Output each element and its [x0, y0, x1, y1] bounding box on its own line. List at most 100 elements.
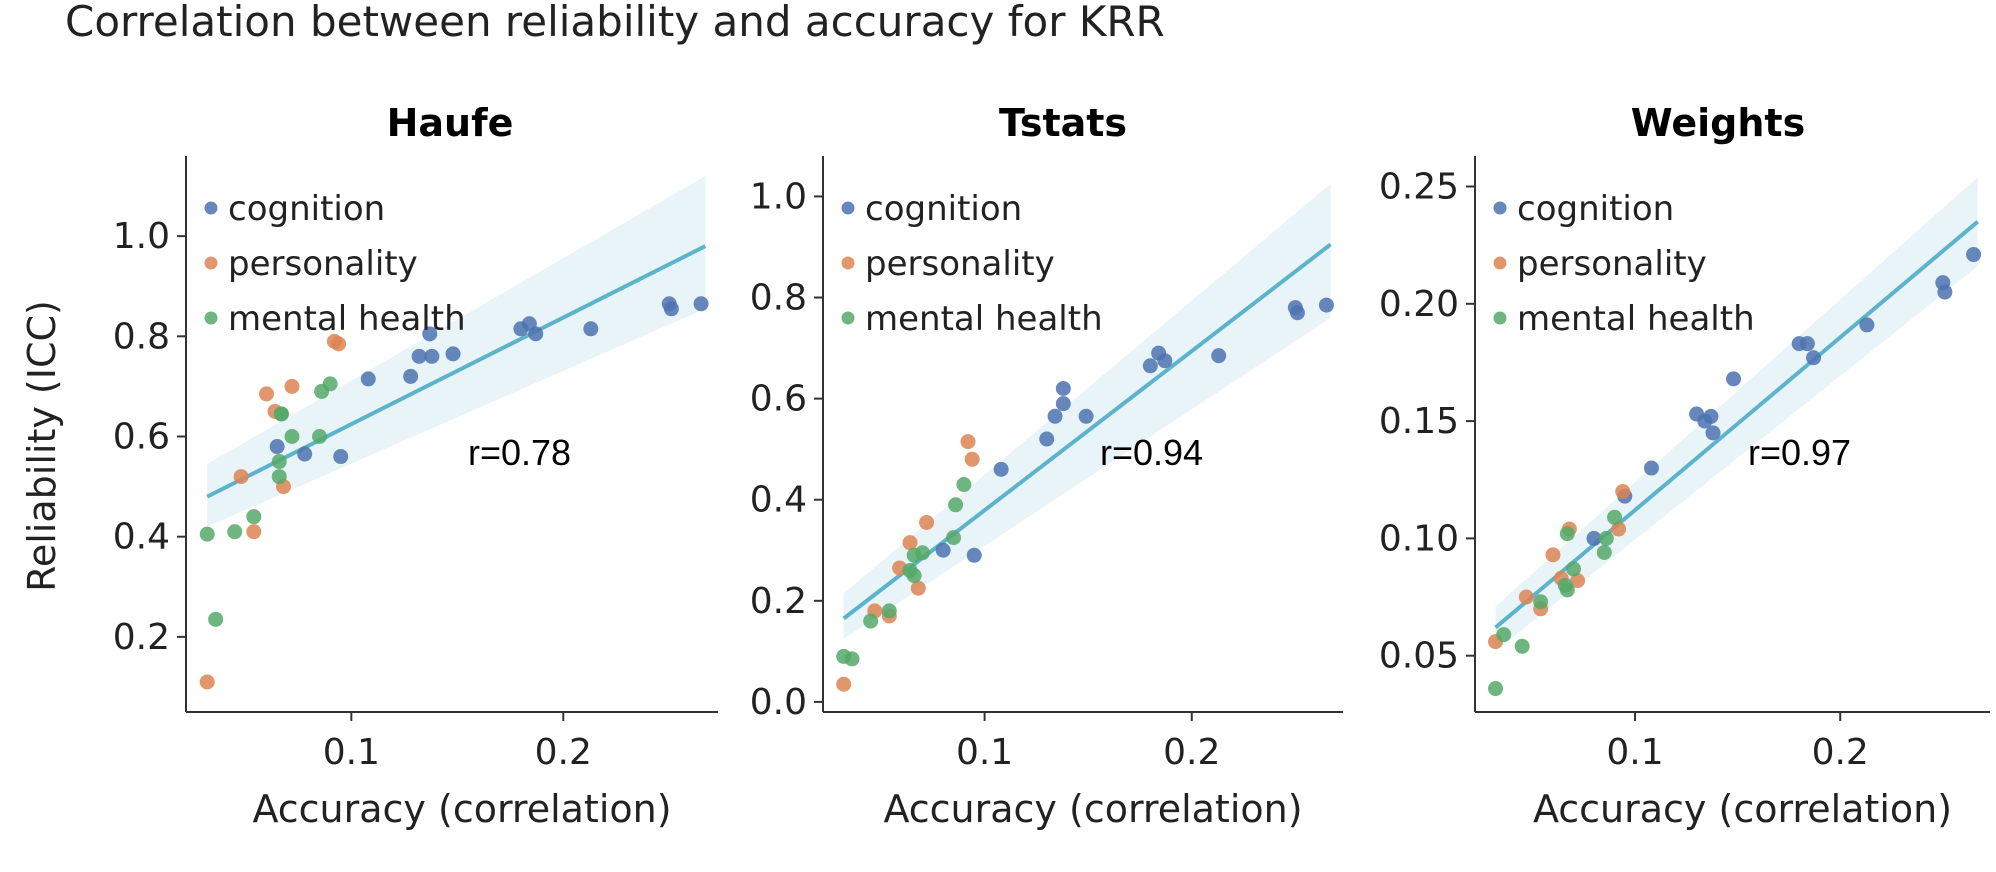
legend-label-personality: personality: [1517, 244, 1707, 284]
regression-line: [206, 244, 707, 499]
point-cognition: [1726, 371, 1742, 387]
point-mental-health: [208, 611, 224, 627]
legend-marker-mental-health: [841, 311, 855, 325]
legend-label-mental-health: mental health: [1517, 299, 1755, 339]
point-cognition: [528, 326, 544, 342]
x-tick-label: 0.2: [1812, 732, 1869, 773]
point-mental-health: [1533, 594, 1549, 610]
point-mental-health: [946, 530, 962, 546]
legend-label-cognition: cognition: [1517, 189, 1674, 229]
point-mental-health: [1598, 530, 1614, 546]
point-personality: [259, 386, 275, 402]
correlation-annotation: r=0.94: [1100, 432, 1203, 473]
point-personality: [910, 580, 926, 596]
point-cognition: [269, 439, 285, 455]
legend-label-personality: personality: [865, 244, 1055, 284]
point-mental-health: [863, 613, 879, 629]
x-tick-label: 0.2: [1163, 732, 1220, 773]
point-cognition: [411, 348, 427, 364]
y-axis-label: Reliability (ICC): [20, 300, 64, 592]
legend-label-personality: personality: [228, 244, 418, 284]
point-cognition: [1078, 408, 1094, 424]
point-cognition: [1047, 408, 1063, 424]
legend-label-mental-health: mental health: [228, 299, 466, 339]
point-cognition: [1806, 350, 1822, 366]
point-personality: [960, 434, 976, 450]
y-tick-label: 0.10: [1379, 518, 1459, 559]
point-personality: [964, 451, 980, 467]
legend-marker-mental-health: [204, 311, 218, 325]
x-axis-label: Accuracy (correlation): [1533, 787, 1952, 831]
point-cognition: [1055, 381, 1071, 397]
point-personality: [233, 469, 249, 485]
plot-weights: 0.05 0.10 0.15 0.20 0.25 0.1 0.2 Weights Accur…: [1379, 101, 1990, 831]
x-axis-label: Accuracy (correlation): [883, 787, 1302, 831]
point-personality: [331, 336, 347, 352]
y-tick-label: 0.4: [113, 517, 170, 558]
x-tick-label: 0.1: [956, 732, 1013, 773]
x-tick-label: 0.1: [323, 732, 380, 773]
point-mental-health: [914, 545, 930, 561]
point-mental-health: [322, 376, 338, 392]
point-mental-health: [844, 651, 860, 667]
legend-marker-personality: [1493, 256, 1507, 270]
legend: cognition personality mental health: [204, 189, 466, 339]
point-cognition: [993, 461, 1009, 477]
y-tick-label: 0.15: [1379, 401, 1459, 442]
point-personality: [1611, 521, 1627, 537]
point-cognition: [422, 326, 438, 342]
point-cognition: [966, 547, 982, 563]
correlation-annotation: r=0.97: [1748, 432, 1851, 473]
point-cognition: [1318, 297, 1334, 313]
plot-title: Weights: [1631, 101, 1805, 145]
point-mental-health: [1559, 582, 1575, 598]
point-cognition: [1859, 317, 1875, 333]
point-personality: [919, 514, 935, 530]
point-cognition: [1157, 353, 1173, 369]
y-tick-label: 1.0: [113, 216, 170, 257]
point-cognition: [1799, 336, 1815, 352]
point-cognition: [403, 368, 419, 384]
legend-marker-mental-health: [1493, 311, 1507, 325]
legend-label-cognition: cognition: [865, 189, 1022, 229]
point-cognition: [1937, 284, 1953, 300]
plot-title: Tstats: [999, 101, 1127, 145]
point-cognition: [1643, 460, 1659, 476]
y-tick-label: 0.0: [750, 682, 807, 723]
y-tick-label: 0.25: [1379, 166, 1459, 207]
y-tick-label: 0.2: [750, 581, 807, 622]
point-mental-health: [271, 469, 287, 485]
point-cognition: [445, 346, 461, 362]
point-personality: [199, 674, 215, 690]
point-cognition: [1289, 305, 1305, 321]
regression-line: [1494, 220, 1979, 630]
y-tick-label: 0.2: [113, 617, 170, 658]
point-personality: [246, 524, 262, 540]
point-personality: [902, 535, 918, 551]
legend-marker-personality: [841, 256, 855, 270]
correlation-annotation: r=0.78: [468, 432, 571, 473]
point-mental-health: [906, 568, 922, 584]
point-mental-health: [1488, 681, 1504, 697]
point-mental-health: [312, 429, 328, 445]
point-mental-health: [1514, 638, 1530, 654]
point-mental-health: [1565, 561, 1581, 577]
point-cognition: [1142, 358, 1158, 374]
point-mental-health: [1607, 509, 1623, 525]
point-cognition: [424, 348, 440, 364]
y-tick-label: 0.4: [750, 480, 807, 521]
point-personality: [284, 378, 300, 394]
legend: cognition personality mental health: [1493, 189, 1755, 339]
figure-title: Correlation between reliability and accu…: [65, 0, 1165, 46]
point-personality: [1570, 573, 1586, 589]
point-personality: [1615, 483, 1631, 499]
point-personality: [1518, 589, 1534, 605]
x-tick-label: 0.1: [1606, 732, 1663, 773]
y-tick-label: 0.6: [113, 417, 170, 458]
point-cognition: [1703, 408, 1719, 424]
y-tick-label: 0.8: [113, 316, 170, 357]
point-cognition: [583, 321, 599, 337]
point-mental-health: [881, 603, 897, 619]
plot-title: Haufe: [387, 101, 514, 145]
